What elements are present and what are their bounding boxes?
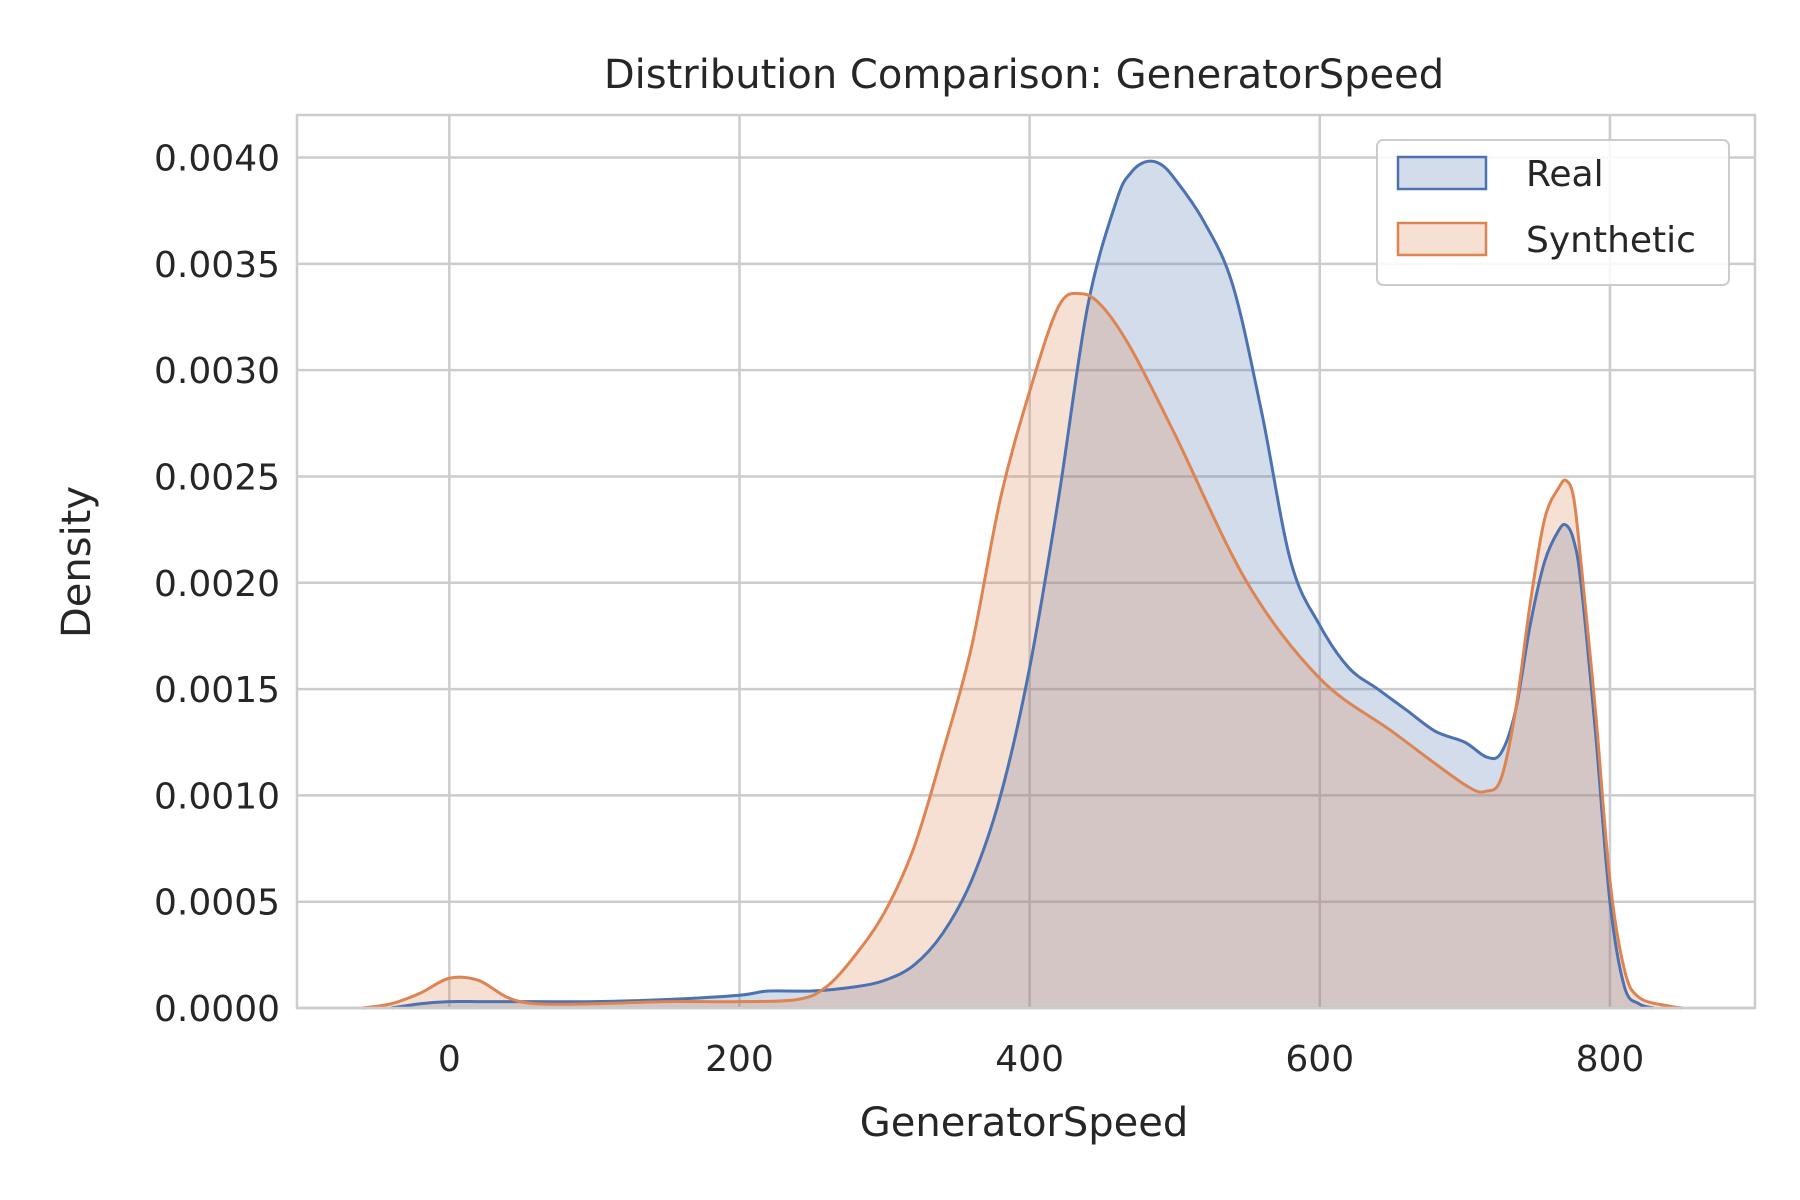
x-tick-label: 600 (1285, 1039, 1354, 1080)
y-tick-label: 0.0025 (154, 457, 280, 498)
y-tick-label: 0.0005 (154, 883, 280, 924)
y-tick-label: 0.0020 (154, 564, 280, 605)
y-tick-label: 0.0000 (154, 989, 280, 1030)
density-lines (362, 159, 1683, 1010)
x-tick-label: 200 (705, 1039, 774, 1080)
x-axis-ticks: 0 200 400 600 800 (438, 1039, 1644, 1080)
legend: Real Synthetic (1376, 139, 1730, 286)
y-tick-label: 0.0015 (154, 670, 280, 711)
legend-swatch-synthetic (1396, 221, 1488, 257)
chart-title: Distribution Comparison: GeneratorSpeed (604, 52, 1444, 98)
density-area-synthetic (362, 293, 1683, 1008)
legend-swatch-real (1396, 155, 1488, 191)
x-tick-label: 800 (1576, 1039, 1645, 1080)
density-area-real (391, 161, 1654, 1008)
x-tick-label: 400 (995, 1039, 1064, 1080)
legend-box (1376, 139, 1730, 286)
y-tick-label: 0.0030 (154, 351, 280, 392)
legend-label-synthetic: Synthetic (1526, 220, 1696, 261)
y-axis-ticks: 0.0000 0.0005 0.0010 0.0015 0.0020 0.0025 0.00… (154, 139, 280, 1030)
x-tick-label: 0 (438, 1039, 461, 1080)
y-tick-label: 0.0010 (154, 776, 280, 817)
density-line-real (391, 159, 1654, 1010)
y-tick-label: 0.0040 (154, 139, 280, 180)
density-line-synthetic (362, 291, 1683, 1010)
plot-frame (295, 113, 1757, 1010)
x-axis-label: GeneratorSpeed (860, 1100, 1189, 1146)
density-areas (362, 161, 1683, 1008)
legend-label-real: Real (1526, 154, 1604, 195)
y-tick-label: 0.0035 (154, 245, 280, 286)
y-axis-label: Density (54, 486, 100, 638)
